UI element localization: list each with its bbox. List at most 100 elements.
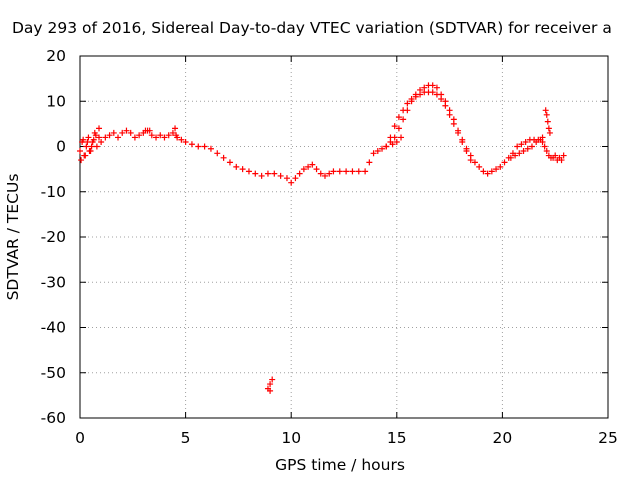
data-point <box>182 138 189 145</box>
data-point <box>267 381 274 388</box>
y-tick-label: -50 <box>41 364 66 382</box>
data-point <box>267 387 274 394</box>
data-point <box>507 154 514 161</box>
data-point <box>488 168 495 175</box>
x-tick-label: 0 <box>75 429 85 447</box>
data-point <box>110 129 117 136</box>
data-point <box>313 166 320 173</box>
data-point <box>88 143 95 150</box>
x-tick-label: 20 <box>493 429 513 447</box>
data-point <box>395 125 402 132</box>
data-point <box>501 159 508 166</box>
data-point <box>467 157 474 164</box>
data-point <box>264 170 271 177</box>
data-point <box>98 138 105 145</box>
data-point <box>450 120 457 127</box>
data-point <box>545 125 552 132</box>
data-point <box>330 168 337 175</box>
data-point <box>533 138 540 145</box>
x-axis-tick-labels: 0 5 10 15 20 25 <box>75 429 618 447</box>
data-point <box>300 166 307 173</box>
data-point <box>516 150 523 157</box>
y-axis-tick-labels: -60 -50 -40 -30 -20 -10 0 10 20 <box>41 47 66 427</box>
data-point <box>178 136 185 143</box>
data-point <box>518 141 525 148</box>
data-point <box>96 134 103 141</box>
data-point <box>136 132 143 139</box>
data-point <box>288 179 295 186</box>
data-point <box>408 95 415 102</box>
data-point <box>476 163 483 170</box>
data-point <box>85 134 92 141</box>
data-point <box>146 127 153 134</box>
data-point <box>528 143 535 150</box>
data-point <box>233 163 240 170</box>
data-point <box>400 116 407 123</box>
data-point <box>520 148 527 155</box>
data-point <box>172 125 179 132</box>
data-point <box>398 134 405 141</box>
data-point <box>169 129 176 136</box>
data-point <box>173 132 180 139</box>
data-point <box>543 148 550 155</box>
data-point <box>493 166 500 173</box>
data-point <box>383 143 390 150</box>
data-point <box>366 159 373 166</box>
data-point <box>188 141 195 148</box>
data-point <box>446 111 453 118</box>
data-point <box>537 136 544 143</box>
data-point <box>480 168 487 175</box>
data-point <box>93 143 100 150</box>
data-point <box>524 145 531 152</box>
data-point <box>433 91 440 98</box>
data-point <box>321 172 328 179</box>
data-point <box>82 152 89 159</box>
data-point <box>544 118 551 125</box>
data-point <box>90 136 97 143</box>
data-point <box>404 100 411 107</box>
data-point <box>153 134 160 141</box>
data-point <box>552 152 559 159</box>
data-point <box>455 129 462 136</box>
data-point <box>84 138 91 145</box>
data-point <box>343 168 350 175</box>
y-tick-label: 20 <box>46 47 66 65</box>
y-axis-label: SDTVAR / TECUs <box>4 174 22 301</box>
data-point <box>433 84 440 91</box>
data-point <box>459 138 466 145</box>
data-point <box>83 143 90 150</box>
y-tick-label: 0 <box>56 138 66 156</box>
data-point <box>471 159 478 166</box>
data-point <box>484 170 491 177</box>
data-point <box>417 91 424 98</box>
data-point <box>96 125 103 132</box>
data-point <box>412 93 419 100</box>
data-point <box>296 170 303 177</box>
data-point <box>239 166 246 173</box>
data-point <box>292 175 299 182</box>
data-point <box>220 154 227 161</box>
data-point <box>522 138 529 145</box>
data-point <box>148 132 155 139</box>
data-point <box>86 148 93 155</box>
x-tick-label: 15 <box>387 429 407 447</box>
data-point <box>497 163 504 170</box>
data-point <box>127 129 134 136</box>
data-point <box>558 157 565 164</box>
data-point <box>429 82 436 89</box>
data-point <box>374 148 381 155</box>
data-point <box>305 163 312 170</box>
data-point <box>543 111 550 118</box>
data-point <box>546 129 553 136</box>
data-point <box>326 170 333 177</box>
data-point <box>391 123 398 130</box>
data-point <box>214 150 221 157</box>
data-point <box>161 134 168 141</box>
data-point <box>195 143 202 150</box>
data-point <box>370 150 377 157</box>
data-point <box>269 376 276 383</box>
data-point <box>387 134 394 141</box>
data-point <box>102 134 109 141</box>
data-point <box>115 134 122 141</box>
